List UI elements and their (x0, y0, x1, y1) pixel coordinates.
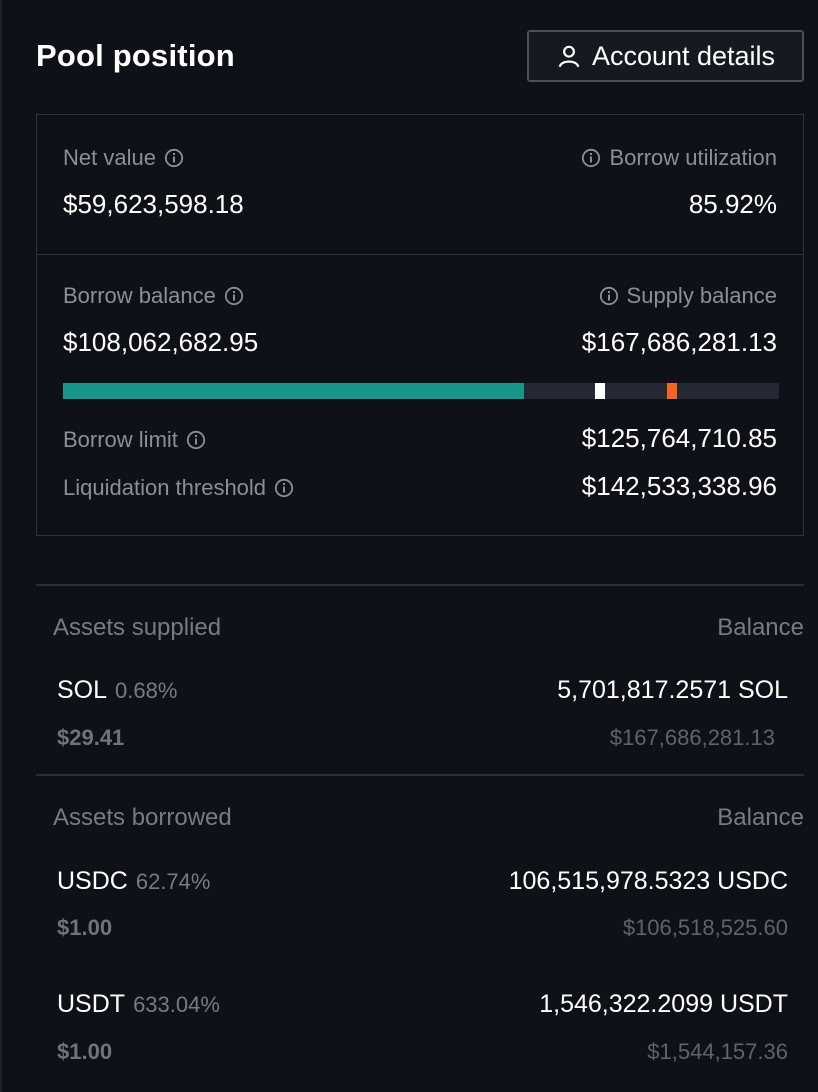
user-icon (558, 45, 580, 68)
liquidation-threshold-label-row: Liquidation threshold (63, 475, 294, 501)
asset-price: $29.41 (57, 725, 125, 750)
assets-borrowed-heading: Assets borrowed (53, 804, 232, 831)
borrow-fill (63, 383, 525, 399)
info-icon[interactable] (581, 148, 601, 168)
borrow-balance-value: $108,062,682.95 (63, 327, 259, 357)
net-value-section: Net value $59,623,598.18 Borrow utilizat… (37, 115, 803, 255)
asset-balance-usd: $106,518,525.60 (622, 915, 788, 940)
page-title: Pool position (36, 38, 235, 73)
info-icon[interactable] (164, 148, 184, 168)
supply-balance-value: $167,686,281.13 (581, 327, 777, 357)
net-value-label-row: Net value (63, 145, 184, 171)
borrow-utilization-label: Borrow utilization (609, 145, 777, 170)
borrow-utilization-value: 85.92% (688, 189, 777, 219)
header: Pool position Account details (36, 30, 804, 82)
borrow-balance-label: Borrow balance (63, 283, 216, 308)
info-icon[interactable] (224, 286, 244, 306)
utilization-bar (63, 383, 779, 399)
asset-percent: 62.74% (135, 869, 211, 894)
supply-balance-label-row: Supply balance (599, 283, 777, 309)
supplied-balance-heading: Balance (717, 614, 804, 641)
liquidation-threshold-value: $142,533,338.96 (581, 471, 777, 501)
account-details-button[interactable]: Account details (527, 30, 804, 82)
divider (36, 774, 804, 776)
asset-price: $1.00 (57, 1039, 113, 1064)
assets-supplied-heading: Assets supplied (53, 614, 222, 641)
borrowed-balance-heading: Balance (717, 804, 804, 831)
info-icon[interactable] (186, 430, 206, 450)
liquidation-threshold-label: Liquidation threshold (63, 475, 267, 500)
asset-balance-usd: $1,544,157.36 (647, 1039, 788, 1064)
asset-balance: 106,515,978.5323 USDC (508, 867, 788, 895)
asset-symbol: USDT 633.04% (57, 990, 220, 1018)
asset-symbol: USDC 62.74% (57, 867, 211, 895)
borrow-limit-value: $125,764,710.85 (581, 423, 777, 453)
asset-balance: 5,701,817.2571 SOL (557, 676, 788, 704)
asset-balance-usd: $167,686,281.13 (609, 725, 775, 750)
asset-percent: 0.68% (115, 678, 178, 703)
left-border (0, 0, 2, 1092)
info-icon[interactable] (599, 286, 619, 306)
net-value-label: Net value (63, 145, 156, 170)
borrow-limit-marker (595, 383, 605, 399)
asset-price: $1.00 (57, 915, 113, 940)
divider (36, 584, 804, 586)
borrow-utilization-label-row: Borrow utilization (581, 145, 777, 171)
asset-percent: 633.04% (133, 992, 220, 1017)
asset-symbol: SOL 0.68% (57, 676, 178, 704)
stats-panel: Net value $59,623,598.18 Borrow utilizat… (36, 114, 804, 536)
account-details-label: Account details (591, 40, 776, 71)
borrow-balance-label-row: Borrow balance (63, 283, 244, 309)
liquidation-threshold-marker (666, 383, 677, 399)
supply-balance-label: Supply balance (626, 283, 777, 308)
asset-balance: 1,546,322.2099 USDT (539, 990, 788, 1018)
net-value: $59,623,598.18 (63, 189, 244, 219)
borrow-limit-label: Borrow limit (63, 427, 178, 452)
borrow-limit-label-row: Borrow limit (63, 427, 206, 453)
info-icon[interactable] (274, 478, 294, 498)
